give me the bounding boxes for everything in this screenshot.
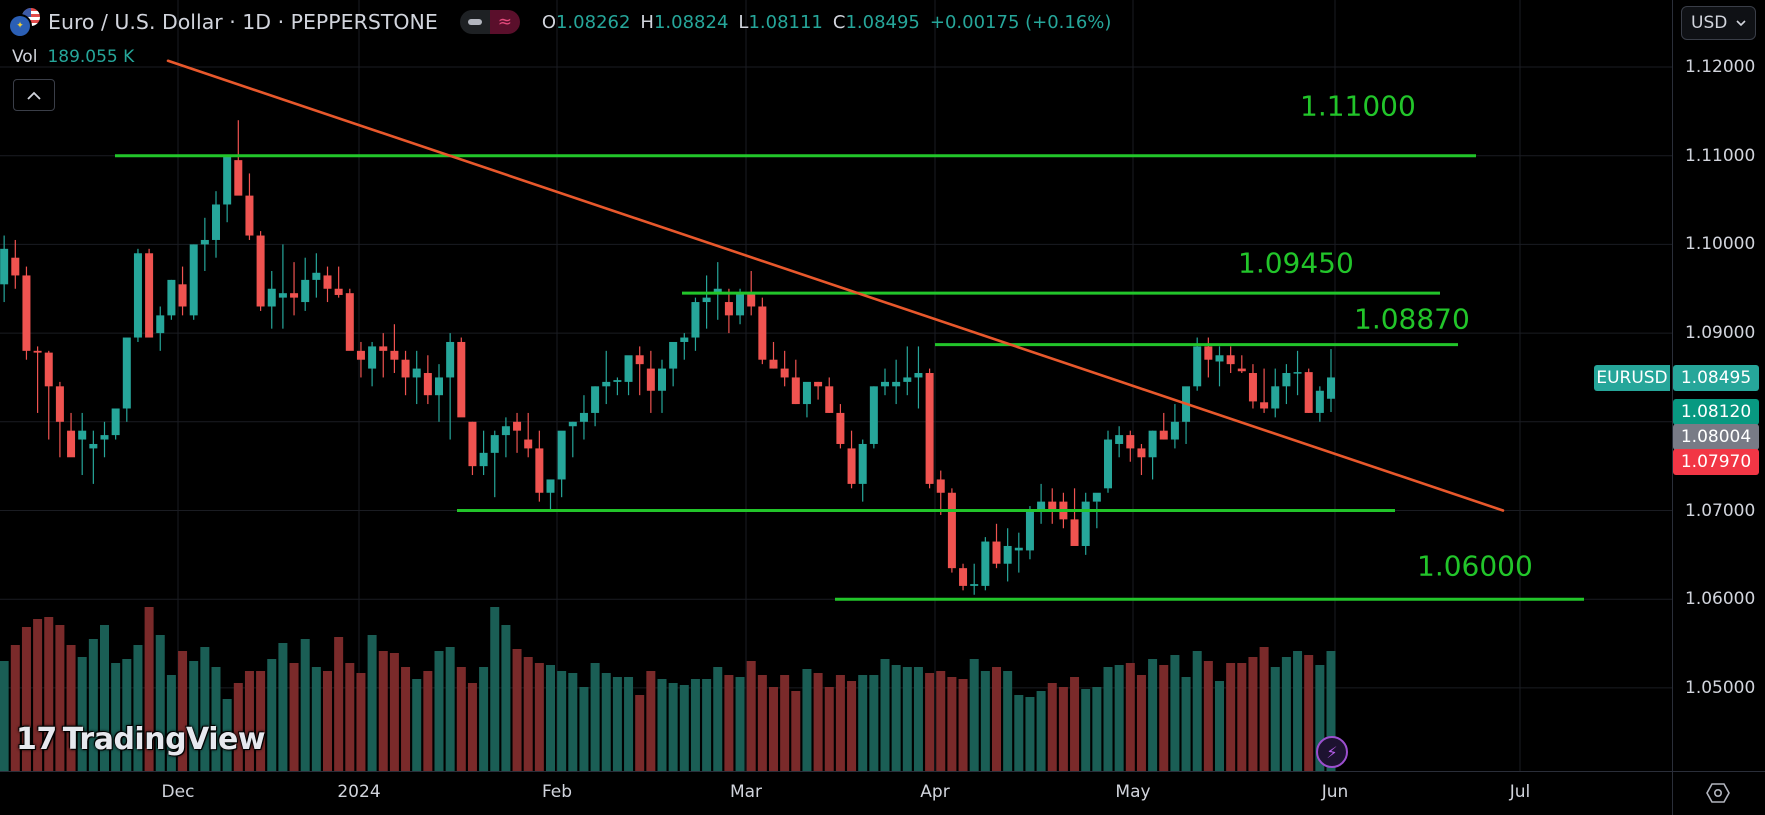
price-tick: 1.10000 (1685, 234, 1756, 255)
volume-label: Vol (12, 47, 38, 67)
volume-legend: Vol 189.055 K (12, 47, 134, 67)
time-axis[interactable]: Dec 2024 Feb Mar Apr May Jun Jul (0, 771, 1672, 815)
chevron-down-icon (1736, 19, 1746, 26)
collapse-legend-button[interactable] (13, 79, 55, 111)
price-tick: 1.09000 (1685, 323, 1756, 344)
time-tick: Mar (729, 782, 763, 802)
currency-selector[interactable]: USD (1681, 6, 1756, 40)
level-label[interactable]: 1.08870 (1354, 302, 1470, 336)
chart-settings-corner[interactable] (1672, 771, 1765, 815)
level-label[interactable]: 1.09450 (1238, 246, 1354, 280)
eur-usd-flag-icon (10, 8, 40, 36)
symbol-legend: Euro / U.S. Dollar · 1D · PEPPERSTONE ≈ … (10, 8, 1111, 36)
time-tick: May (1115, 782, 1151, 802)
symbol-title[interactable]: Euro / U.S. Dollar · 1D · PEPPERSTONE (48, 10, 438, 34)
ohlc-open: O1.08262 (541, 11, 631, 33)
time-tick: 2024 (337, 782, 381, 802)
time-tick: Jun (1321, 782, 1349, 802)
tradingview-logo[interactable]: 17 TradingView (16, 722, 266, 757)
price-tick: 1.06000 (1685, 589, 1756, 610)
ohlc-close: C1.08495 (832, 11, 920, 33)
symbol-price-label: EURUSD (1594, 365, 1670, 391)
time-tick: Dec (161, 782, 195, 802)
tradingview-logo-text: TradingView (62, 722, 266, 757)
chart-pane[interactable]: Euro / U.S. Dollar · 1D · PEPPERSTONE ≈ … (0, 0, 1672, 771)
market-closed-icon[interactable] (459, 10, 490, 34)
price-label-badge: 1.08495 (1673, 365, 1759, 391)
chevron-up-icon (27, 91, 41, 100)
level-label[interactable]: 1.06000 (1417, 549, 1533, 583)
time-tick: Jul (1509, 782, 1531, 802)
wave-icon[interactable]: ≈ (489, 10, 520, 34)
tradingview-mark-icon: 17 (16, 722, 57, 757)
price-change: +0.00175 (+0.16%) (929, 11, 1112, 33)
price-tick: 1.07000 (1685, 500, 1756, 521)
price-tick: 1.11000 (1685, 145, 1756, 166)
price-chart[interactable] (0, 0, 1672, 771)
ohlc-values: O1.08262 H1.08824 L1.08111 C1.08495 +0.0… (542, 12, 1112, 33)
price-tick: 1.12000 (1685, 57, 1756, 77)
price-label-badge: 1.08004 (1673, 424, 1759, 450)
ohlc-high: H1.08824 (640, 11, 729, 33)
lightning-icon[interactable]: ⚡ (1316, 736, 1348, 768)
time-tick: Apr (920, 782, 950, 802)
level-label[interactable]: 1.11000 (1300, 89, 1416, 123)
settings-gear-icon[interactable] (1705, 780, 1731, 806)
volume-value: 189.055 K (47, 47, 135, 67)
price-label-badge: 1.08120 (1673, 399, 1759, 425)
price-tick: 1.05000 (1685, 677, 1756, 698)
ohlc-low: L1.08111 (738, 11, 823, 33)
time-tick: Feb (541, 782, 573, 802)
currency-value: USD (1691, 13, 1728, 33)
price-label-badge: 1.07970 (1673, 449, 1759, 475)
price-axis[interactable]: USD 1.12000 1.11000 1.10000 1.09000 1.07000 1… (1672, 0, 1765, 771)
indicator-toggle-pill[interactable]: ≈ (459, 10, 520, 34)
